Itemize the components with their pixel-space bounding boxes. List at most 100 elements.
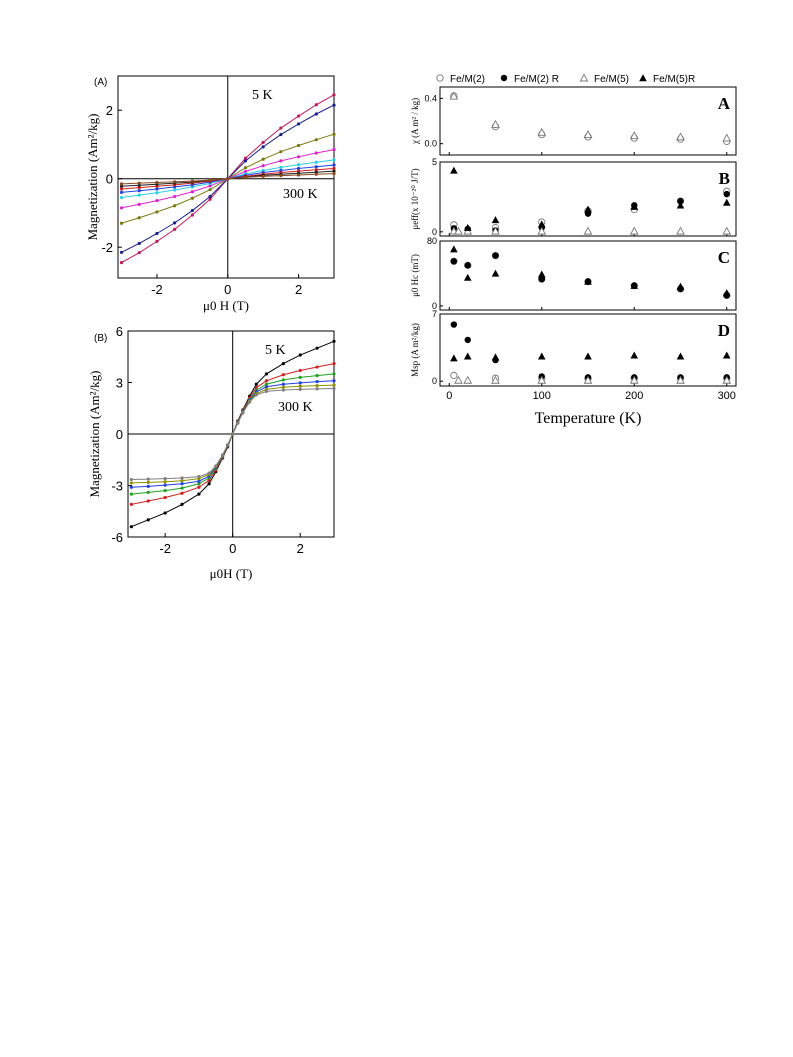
panel-a-ytick-label: 2 xyxy=(106,103,113,118)
panel-b-point xyxy=(254,386,258,390)
panel-right-d-point xyxy=(537,375,547,384)
panel-a-point xyxy=(137,241,141,246)
panel-a-point xyxy=(296,155,301,159)
panel-b-ytick-label: 0 xyxy=(116,427,123,442)
panel-right-b-point xyxy=(454,226,463,235)
panel-b-point xyxy=(332,372,336,376)
panel-a-point xyxy=(119,221,124,225)
panel-right-d-point xyxy=(630,351,639,359)
panel-b-point xyxy=(281,388,285,392)
panel-b-point xyxy=(220,453,225,457)
panel-right-a: 0.0 0.4 Aχ (A m² / kg) xyxy=(410,86,737,156)
panel-a-ylabel: Magnetization (Am²/kg) xyxy=(85,113,100,240)
right-xtick-label: 200 xyxy=(625,390,643,402)
panel-a-label: (A) xyxy=(94,77,107,88)
panel-right-d-point xyxy=(676,352,685,360)
panel-right-d-frame xyxy=(439,313,737,387)
panel-right-c-point xyxy=(584,277,592,285)
panel-a-point xyxy=(243,159,248,163)
legend-entry: Fe/M(5) xyxy=(594,74,629,85)
panel-b-point xyxy=(264,382,269,386)
panel-b-point xyxy=(264,385,269,389)
legend-marker xyxy=(579,73,589,82)
panel-b-point xyxy=(163,495,167,500)
panel-b-point xyxy=(298,387,302,391)
right-xtick-label: 100 xyxy=(533,390,551,402)
panel-a-point xyxy=(190,190,194,194)
panel-b-point xyxy=(281,378,285,382)
panel-a-point xyxy=(119,182,124,186)
panel-right-d-ytick-label: 0 xyxy=(432,376,437,386)
panel-a-point xyxy=(137,193,141,197)
panel-a-point xyxy=(173,227,177,231)
panel-b-point xyxy=(332,362,336,366)
panel-b-xtick-label: 2 xyxy=(297,541,304,556)
panel-right-d-point xyxy=(463,375,473,384)
panel-a-point xyxy=(173,180,177,184)
panel-b: -2 0 2 -6 -3 0 3 6 (B) 5 K 300 K μ0H (T) Magnetizati… xyxy=(87,324,336,581)
panel-a-point xyxy=(296,163,301,167)
panel-a-point xyxy=(173,194,177,199)
panel-right-b-label: B xyxy=(719,169,730,188)
right-xtick-label: 300 xyxy=(718,390,736,402)
panel-right-d-point xyxy=(676,375,685,384)
panel-a-point xyxy=(314,160,318,164)
panel-a-point xyxy=(314,112,318,116)
panel-b-point xyxy=(315,365,319,369)
panel-right-b-ylabel: μeff(x 10⁻²⁰ J/T) xyxy=(410,168,420,229)
panel-a-point xyxy=(296,173,301,177)
panel-a-point xyxy=(279,165,283,170)
panel-a-point xyxy=(208,178,212,182)
panel-b-point xyxy=(315,374,319,378)
panel-right-a-ylabel: χ (A m² / kg) xyxy=(410,98,420,145)
panel-b-point xyxy=(281,385,285,389)
panel-a-point xyxy=(208,184,212,188)
panel-right-b-point xyxy=(676,226,685,235)
panel-a-point xyxy=(332,171,336,176)
panel-a-point xyxy=(119,187,124,191)
panel-a-point xyxy=(332,169,336,173)
panel-right-d-ylabel: Msp (A m²/kg) xyxy=(410,323,420,377)
panel-b-point xyxy=(332,339,336,343)
panel-right-a-point xyxy=(676,132,685,141)
panel-a-point xyxy=(261,140,265,145)
panel-right-c-ytick-label: 80 xyxy=(427,236,437,246)
panel-right-a-point xyxy=(449,91,459,100)
legend-marker xyxy=(436,74,444,82)
panel-a-xlabel: μ0 H (T) xyxy=(203,298,249,313)
panel-b-point xyxy=(332,386,336,391)
panel-b-point xyxy=(129,492,133,496)
panel-right-d-point xyxy=(450,371,458,380)
panel-a-point xyxy=(208,188,212,192)
legend-marker xyxy=(500,74,508,82)
panel-a-point xyxy=(332,103,336,107)
panel-right-c-point xyxy=(676,282,685,290)
panel-b-point xyxy=(315,383,319,388)
panel-a-point xyxy=(137,181,141,185)
panel-a-point xyxy=(332,148,336,152)
panel-b-point xyxy=(163,477,167,481)
panel-b-xtick-label: -2 xyxy=(159,541,171,556)
panel-b-ytick-label: -3 xyxy=(111,479,123,494)
panel-a-point xyxy=(314,172,318,176)
panel-b-point xyxy=(129,502,133,506)
panel-b-label: (B) xyxy=(94,333,107,344)
panel-b-point xyxy=(298,381,302,385)
panel-right-a-point xyxy=(491,119,500,128)
legend-entry: Fe/M(5)R xyxy=(653,74,695,85)
panel-b-point xyxy=(214,464,218,468)
panel-b-xlabel: μ0H (T) xyxy=(210,566,253,581)
panel-right-b-point xyxy=(629,226,639,235)
panel-a-point xyxy=(314,165,318,169)
panel-a-point xyxy=(155,187,159,191)
panel-b-point xyxy=(129,485,133,489)
panel-a-point xyxy=(279,150,283,154)
panel-b-point xyxy=(315,346,319,350)
panel-right-d-point xyxy=(450,321,458,328)
panel-a-point xyxy=(137,216,141,220)
panel-right-c-point xyxy=(492,252,499,259)
panel-right-c-point xyxy=(491,269,500,277)
panel-a-point xyxy=(296,122,301,126)
panel-a-point xyxy=(314,138,318,142)
